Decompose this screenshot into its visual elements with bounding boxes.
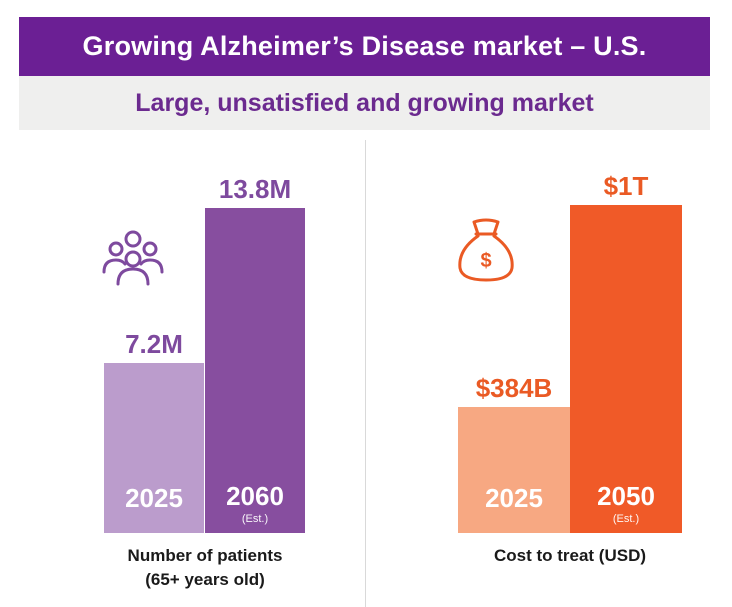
cost-2025-year-label: 2025 <box>485 483 543 513</box>
patients-2060-value-label: 13.8M <box>218 174 292 204</box>
people-group-icon <box>102 230 164 286</box>
patients-caption-line1: Number of patients <box>127 546 283 565</box>
patients-2025-value-label: 7.2M <box>125 329 183 359</box>
patients-chart-caption: Number of patients (65+ years old) <box>80 544 330 592</box>
patients-2060-year-label: 2060 <box>226 481 284 511</box>
cost-chart-caption: Cost to treat (USD) <box>440 544 700 568</box>
cost-2050-bar: 2050 (Est.) <box>570 205 682 533</box>
page-title: Growing Alzheimer’s Disease market – U.S… <box>19 17 710 76</box>
patients-2025-bar: 2025 <box>104 363 204 533</box>
panel-divider <box>365 140 366 607</box>
cost-2025-value-label: $384B <box>475 373 553 403</box>
patients-2060-est-note: (Est.) <box>241 513 269 525</box>
cost-caption-line1: Cost to treat (USD) <box>493 546 647 565</box>
cost-2050-year-label: 2050 <box>597 481 655 511</box>
money-bag-icon: $ <box>458 218 514 282</box>
patients-2025-year-label: 2025 <box>125 483 183 513</box>
cost-2025-bar: 2025 <box>458 407 570 533</box>
cost-2050-value-label: $1T <box>603 171 649 201</box>
patients-caption-line2: (65+ years old) <box>145 570 265 589</box>
patients-2060-bar: 2060 (Est.) <box>205 208 305 533</box>
svg-text:$: $ <box>480 250 491 272</box>
cost-2050-est-note: (Est.) <box>612 513 640 525</box>
page-subtitle: Large, unsatisfied and growing market <box>19 76 710 130</box>
